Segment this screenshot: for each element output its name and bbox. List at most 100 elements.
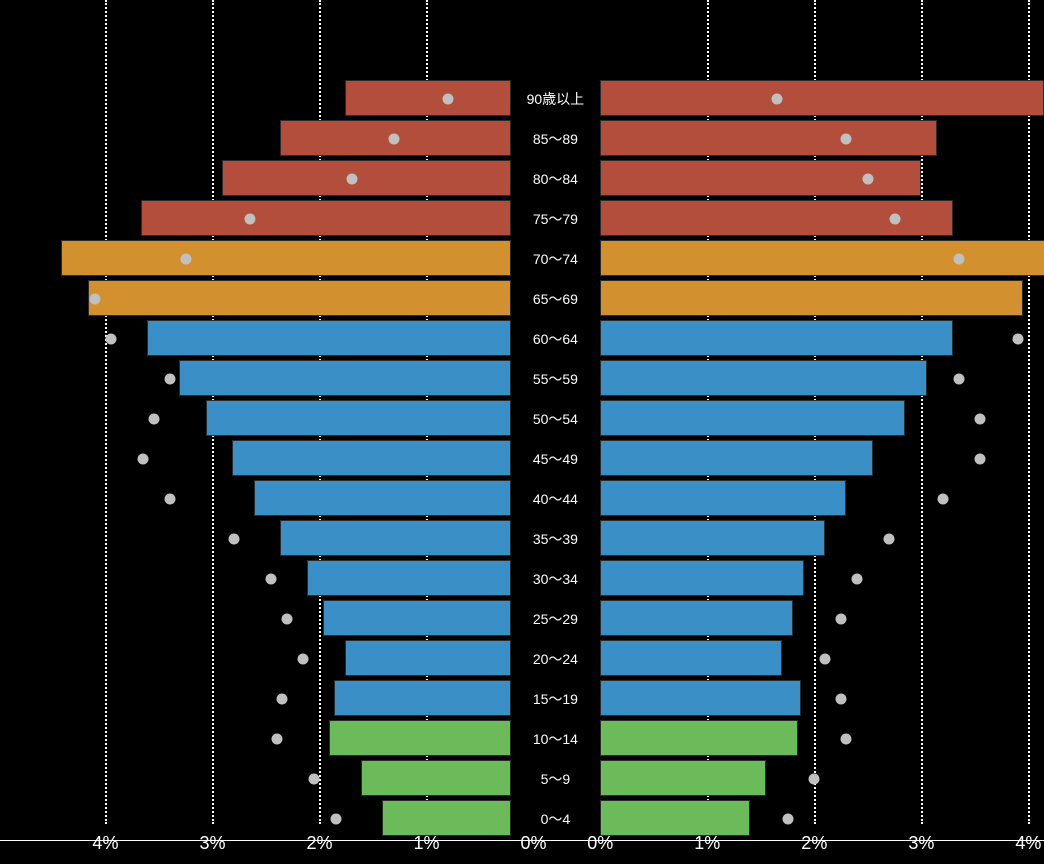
bar-left	[88, 280, 511, 316]
bar-row: 40～44	[0, 480, 1044, 518]
age-label: 70～74	[511, 249, 601, 269]
bar-left	[254, 480, 511, 516]
axis-tick-label: 1%	[694, 833, 720, 854]
age-label: 35～39	[511, 529, 601, 549]
age-label: 40～44	[511, 489, 601, 509]
bar-right	[600, 720, 798, 756]
dot-right	[953, 374, 964, 385]
bar-row: 35～39	[0, 520, 1044, 558]
dot-right	[841, 134, 852, 145]
bar-row: 55～59	[0, 360, 1044, 398]
bar-left	[61, 240, 510, 276]
bar-right	[600, 600, 793, 636]
bar-row: 65～69	[0, 280, 1044, 318]
bar-right	[600, 320, 953, 356]
bar-left	[232, 440, 510, 476]
bar-right	[600, 560, 803, 596]
bar-left	[361, 760, 511, 796]
dot-left	[346, 174, 357, 185]
dot-left	[164, 494, 175, 505]
axis-tick-label: 0%	[587, 833, 613, 854]
bar-left	[307, 560, 510, 596]
dot-left	[271, 734, 282, 745]
dot-right	[841, 734, 852, 745]
bar-right	[600, 440, 873, 476]
dot-left	[389, 134, 400, 145]
age-label: 15～19	[511, 689, 601, 709]
bar-right	[600, 400, 905, 436]
dot-left	[148, 414, 159, 425]
bar-left	[345, 640, 511, 676]
axis-tick-label: 0%	[520, 833, 546, 854]
bar-row: 10～14	[0, 720, 1044, 758]
bar-left	[345, 80, 511, 116]
age-label: 50～54	[511, 409, 601, 429]
dot-right	[975, 454, 986, 465]
dot-right	[889, 214, 900, 225]
dot-left	[442, 94, 453, 105]
dot-left	[228, 534, 239, 545]
dot-left	[282, 614, 293, 625]
bar-row: 60～64	[0, 320, 1044, 358]
bar-right	[600, 120, 937, 156]
bar-row: 30～34	[0, 560, 1044, 598]
bar-right	[600, 680, 801, 716]
age-label: 0～4	[511, 809, 601, 829]
age-label: 55～59	[511, 369, 601, 389]
bar-row: 85～89	[0, 120, 1044, 158]
dot-left	[164, 374, 175, 385]
dot-left	[105, 334, 116, 345]
age-label: 65～69	[511, 289, 601, 309]
axis-tick-label: 1%	[413, 833, 439, 854]
bar-row: 80～84	[0, 160, 1044, 198]
bar-right	[600, 80, 1044, 116]
age-label: 5～9	[511, 769, 601, 789]
age-label: 30～34	[511, 569, 601, 589]
bar-row: 50～54	[0, 400, 1044, 438]
population-pyramid-chart: 90歳以上 85～89 80～84 75～79 70～74 65～69 60～64 55～59…	[0, 0, 1044, 864]
bar-right	[600, 240, 1044, 276]
age-label: 80～84	[511, 169, 601, 189]
dot-right	[809, 774, 820, 785]
dot-right	[782, 814, 793, 825]
bar-left	[206, 400, 511, 436]
dot-left	[330, 814, 341, 825]
bar-right	[600, 760, 766, 796]
dot-left	[180, 254, 191, 265]
bar-right	[600, 200, 953, 236]
bar-row: 75～79	[0, 200, 1044, 238]
bar-row: 90歳以上	[0, 80, 1044, 118]
age-label: 45～49	[511, 449, 601, 469]
axis-tick-label: 2%	[801, 833, 827, 854]
bar-row: 20～24	[0, 640, 1044, 678]
dot-left	[277, 694, 288, 705]
axis-tick-label: 2%	[306, 833, 332, 854]
dot-right	[836, 614, 847, 625]
axis-tick-label: 3%	[908, 833, 934, 854]
dot-right	[852, 574, 863, 585]
bar-left	[334, 680, 511, 716]
dot-right	[1012, 334, 1023, 345]
axis-tick-label: 4%	[92, 833, 118, 854]
dot-right	[820, 654, 831, 665]
bar-right	[600, 640, 782, 676]
bar-row: 45～49	[0, 440, 1044, 478]
age-label: 90歳以上	[511, 89, 601, 109]
dot-right	[884, 534, 895, 545]
bar-right	[600, 280, 1023, 316]
bar-right	[600, 520, 825, 556]
dot-left	[137, 454, 148, 465]
bar-row: 70～74	[0, 240, 1044, 278]
bar-row: 25～29	[0, 600, 1044, 638]
dot-left	[309, 774, 320, 785]
dot-left	[89, 294, 100, 305]
dot-left	[244, 214, 255, 225]
bar-left	[382, 800, 510, 836]
bar-left	[280, 520, 510, 556]
age-label: 85～89	[511, 129, 601, 149]
age-label: 25～29	[511, 609, 601, 629]
axis-tick-label: 4%	[1015, 833, 1041, 854]
bar-left	[179, 360, 511, 396]
dot-right	[937, 494, 948, 505]
age-label: 10～14	[511, 729, 601, 749]
